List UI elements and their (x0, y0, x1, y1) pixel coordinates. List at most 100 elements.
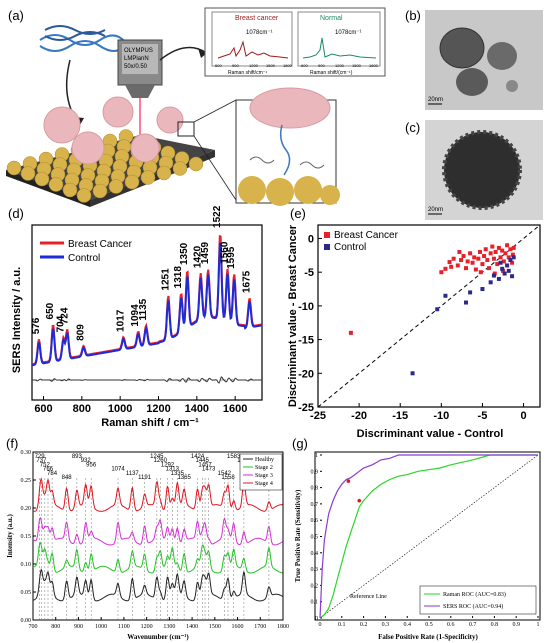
scale-bar-c: 20nm (428, 207, 443, 213)
cancer-tick-label: 1800 (283, 63, 293, 68)
chart-d-peak-label: 1251 (160, 268, 171, 291)
chart-g-reference-line (319, 454, 539, 619)
chart-d-tick-label: 1400 (185, 403, 209, 415)
chart-f-peak-label: 1457 (198, 462, 212, 468)
chart-f-ytick-label: 0.30 (21, 450, 32, 456)
chart-f-peak-label: 1424 (191, 454, 205, 460)
chart-e-point-cancer (511, 245, 516, 250)
chart-e-xtick-label: -25 (310, 410, 326, 422)
chart-g-xtick-label: 0.4 (403, 622, 411, 628)
chart-d-peak-label: 1459 (200, 241, 211, 264)
chart-d-tick-label: 1200 (146, 403, 170, 415)
chart-f-series-stage-2 (32, 542, 283, 574)
chart-f-ytick-label: 0.15 (21, 534, 32, 540)
svg-text:OLYMPUS: OLYMPUS (124, 48, 153, 54)
chart-e-point-control (491, 273, 496, 278)
silica-sphere-group (43, 96, 184, 165)
chart-g-xtick-label: 0.1 (338, 622, 346, 628)
panel-f-label: (f) (6, 436, 18, 451)
chart-e-ytick-label: -15 (298, 335, 314, 347)
chart-g-ytick-label: 0.7 (311, 502, 319, 508)
gold-nanoparticle-substrate (6, 129, 215, 207)
chart-f-peak-label: 1583 (227, 454, 241, 460)
chart-e-legend-cancer: Breast Cancer (334, 230, 399, 241)
chart-f-ytick-label: 0.10 (21, 562, 32, 568)
chart-f-xtick-label: 1200 (141, 624, 153, 630)
chart-e-point-cancer (490, 244, 495, 249)
chart-f-legend-stage4: Stage 4 (255, 481, 273, 487)
chart-e-point-cancer (510, 260, 515, 265)
cancer-peak-label: 1078cm⁻¹ (246, 30, 273, 36)
chart-g-cutoff-marker (346, 479, 351, 483)
chart-f-peak-label: 1313 (166, 467, 180, 473)
chart-f-xtick-label: 1700 (254, 624, 266, 630)
chart-f-peak-label: 1558 (221, 475, 235, 481)
chart-d-peak-label: 809 (76, 324, 87, 341)
chart-e-point-control (468, 290, 473, 295)
chart-f-peak-label: 1074 (111, 467, 125, 473)
chart-e-diagonal (317, 224, 541, 408)
chart-e-ytick-label: 0 (308, 233, 314, 245)
chart-e-point-cancer (464, 266, 468, 271)
chart-f-peak-label: 932 (81, 458, 92, 464)
cancer-tick-label: 1200 (249, 63, 259, 68)
chart-e-point-cancer (482, 254, 487, 259)
chart-f-ytick-label: 0.05 (21, 590, 32, 596)
panel-f: (f) 700 800 900 1000 1100 1200 1300 1400 1500 160… (6, 436, 289, 641)
chart-g-frame (314, 451, 541, 621)
normal-tick-label: 1500 (352, 63, 362, 68)
chart-e-point-cancer (457, 249, 462, 254)
chart-e-point-cancer (496, 245, 501, 250)
chart-f-series-stage-3 (32, 517, 283, 546)
chart-d-peak-label: 1017 (115, 309, 126, 332)
chart-f-peak-label: 1335 (171, 471, 185, 477)
chart-g-legend-sers: SERS ROC (AUC=0.94) (443, 603, 503, 610)
panel-b: (b) 20nm (405, 8, 543, 110)
panel-c-label: (c) (405, 120, 420, 135)
chart-g-legend: Raman ROC (AUC=0.83) SERS ROC (AUC=0.94) (419, 585, 537, 615)
chart-g-xlabel: False Positive Rate (1-Specificity) (378, 633, 478, 641)
chart-d-peak-label: 1675 (242, 270, 253, 293)
panel-g-label: (g) (292, 436, 308, 451)
chart-e-point-cancer (505, 243, 510, 248)
chart-f-legend-stage3: Stage 3 (255, 473, 273, 479)
chart-e-xtick-label: -20 (351, 410, 367, 422)
chart-g-ylabel: True Positive Rate (Sensitivity) (294, 489, 302, 582)
chart-e-point-cancer (488, 251, 493, 256)
chart-e-point-cancer (459, 258, 464, 263)
chart-g-xtick-label: 0.7 (469, 622, 477, 628)
chart-e-point-cancer (480, 262, 485, 267)
chart-e-frame (317, 224, 541, 408)
chart-e-point-cancer (476, 256, 481, 261)
chart-g-xtick-label: 0.5 (425, 622, 433, 628)
scale-bar-b: 20nm (428, 97, 443, 103)
chart-e-point-cancer (477, 249, 482, 254)
chart-e-point-cancer (472, 255, 477, 260)
chart-e-point-cancer (506, 255, 511, 260)
chart-e-point-cancer (447, 260, 452, 265)
chart-d-xlabel: Raman shift / cm⁻¹ (101, 417, 199, 429)
chart-d-peak-label: 1560 (220, 241, 231, 264)
chart-g-ytick-label: 1 (315, 453, 318, 459)
chart-f-peak-label: 752 (40, 462, 51, 468)
chart-g-cutoff-marker (357, 498, 362, 503)
chart-f-xtick-label: 1600 (232, 624, 244, 630)
chart-d-peak-label: 1135 (138, 298, 149, 320)
chart-g-ytick-label: 0.9 (311, 469, 319, 475)
chart-e-point-cancer (470, 260, 475, 265)
chart-e-point-cancer (500, 248, 505, 253)
chart-d-ylabel: SERS Intensity / a.u. (11, 267, 23, 373)
chart-e-point-cancer (495, 262, 500, 267)
chart-g-series-raman (319, 454, 538, 619)
chart-e-point-control (488, 280, 493, 285)
chart-g-ytick-label: 0.6 (311, 518, 319, 524)
chart-e-xtick-label: -15 (392, 410, 408, 422)
chart-e-point-cancer (498, 255, 503, 260)
chart-d-tick-label: 600 (34, 403, 52, 415)
chart-e-point-control (498, 260, 503, 265)
chart-f-peak-label: 737 (36, 458, 47, 464)
chart-e-ytick-label: -10 (298, 301, 314, 313)
chart-d-legend-control: Control (68, 253, 100, 264)
chart-f-peak-label: 766 (43, 467, 54, 473)
chart-f-xtick-label: 900 (74, 624, 83, 630)
